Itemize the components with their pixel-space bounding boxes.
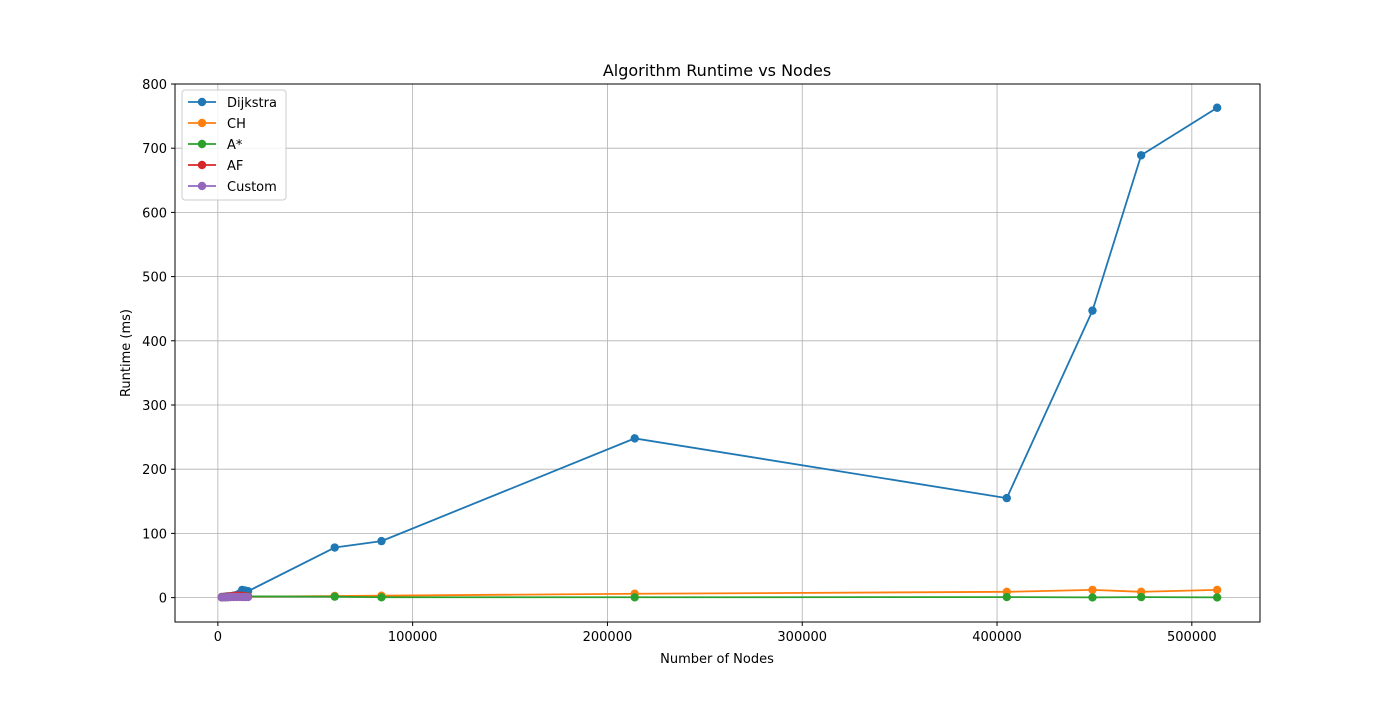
y-tick-label: 0 [159,592,167,607]
series-line-a [222,596,1217,597]
chart-title: Algorithm Runtime vs Nodes [603,61,831,80]
legend-marker [198,98,206,106]
series-line-ch [222,590,1217,597]
x-tick-label: 400000 [972,630,1022,645]
data-point-dijkstra [331,543,339,551]
y-tick-label: 800 [142,78,167,93]
data-point-a [377,593,385,601]
data-point-ch [1088,586,1096,594]
legend-label: Dijkstra [227,96,277,111]
x-tick-label: 200000 [583,630,633,645]
legend-label: CH [227,117,246,132]
y-axis-label: Runtime (ms) [119,309,134,397]
data-point-a [1137,593,1145,601]
data-point-dijkstra [377,537,385,545]
y-tick-label: 600 [142,206,167,221]
x-tick-label: 300000 [777,630,827,645]
y-tick-label: 300 [142,399,167,414]
data-point-a [1213,593,1221,601]
data-point-ch [1213,586,1221,594]
legend-marker [198,182,206,190]
legend-label: Custom [227,180,277,195]
data-point-dijkstra [1003,494,1011,502]
y-tick-label: 400 [142,335,167,350]
data-point-custom [244,593,252,601]
data-point-dijkstra [1213,104,1221,112]
data-point-a [631,593,639,601]
x-tick-label: 500000 [1167,630,1217,645]
x-axis-label: Number of Nodes [660,652,774,667]
series-ch [218,586,1222,602]
series-layer [218,104,1222,602]
axis-ticks: 0 100000 200000 300000 400000 500000 0 100 200 30… [142,78,1216,645]
legend-label: AF [227,159,243,174]
data-point-a [331,592,339,600]
data-point-a [1003,593,1011,601]
data-point-dijkstra [1137,151,1145,159]
data-point-dijkstra [631,434,639,442]
x-tick-label: 100000 [388,630,438,645]
series-custom [218,593,253,602]
legend-marker [198,140,206,148]
plot-frame [175,84,1260,622]
data-point-a [1088,593,1096,601]
legend-label: A* [227,138,243,153]
y-tick-label: 500 [142,271,167,286]
series-dijkstra [218,104,1222,602]
x-tick-label: 0 [214,630,222,645]
y-tick-label: 100 [142,527,167,542]
grid [175,84,1260,622]
y-tick-label: 700 [142,142,167,157]
legend-marker [198,161,206,169]
y-tick-label: 200 [142,463,167,478]
series-line-dijkstra [222,108,1217,597]
data-point-dijkstra [1088,306,1096,314]
legend: Dijkstra CH A* AF Custom [182,90,286,200]
legend-marker [198,119,206,127]
